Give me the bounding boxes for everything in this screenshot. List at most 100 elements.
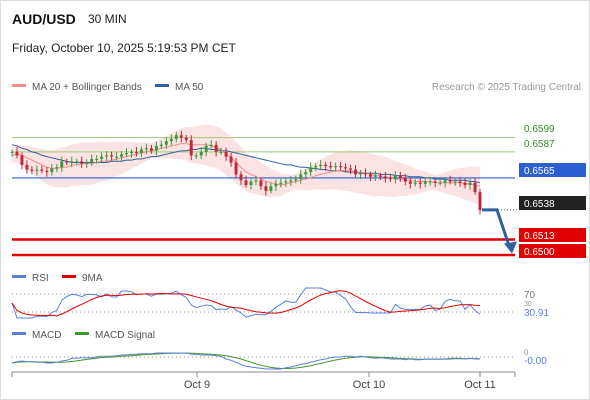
macd-signal-legend-label: MACD Signal <box>95 330 155 341</box>
candle-body <box>279 182 283 184</box>
candle-body <box>229 156 233 163</box>
ma50-line <box>11 144 481 184</box>
candle-body <box>304 172 308 175</box>
resistance-label-1: 0.6599 <box>524 124 555 135</box>
candle-body <box>219 151 223 153</box>
candle-body <box>418 182 422 184</box>
macd-zero-label: 0 <box>524 348 529 357</box>
bollinger-band-layer <box>12 124 480 206</box>
candle-body <box>269 186 273 191</box>
macd-signal-legend-swatch <box>75 332 89 335</box>
candle-body <box>174 135 178 139</box>
candle-body <box>443 180 447 183</box>
candle-body <box>20 155 24 165</box>
candle-body <box>10 151 14 153</box>
candles-layer <box>10 130 517 254</box>
candle-body <box>383 176 387 178</box>
bollinger-band-area <box>12 124 480 206</box>
candle-body <box>428 181 432 183</box>
candle-body <box>95 158 99 160</box>
candle-body <box>134 151 138 154</box>
candle-body <box>314 166 318 168</box>
rsi-value-label: 30.91 <box>524 308 549 319</box>
candle-body <box>120 154 124 157</box>
candle-body <box>319 164 323 167</box>
datetime-label: Friday, October 10, 2025 5:19:53 PM CET <box>12 41 237 55</box>
candle-body <box>125 153 128 155</box>
pivot-label-box <box>519 163 586 177</box>
candle-body <box>289 180 293 182</box>
candle-body <box>264 186 268 191</box>
symbol-title: AUD/USD <box>12 11 76 27</box>
candle-body <box>329 166 333 168</box>
candle-body <box>388 177 392 180</box>
candle-body <box>413 182 417 184</box>
candle-body <box>433 181 437 183</box>
x-tick-label-oct9: Oct 9 <box>184 379 210 391</box>
candle-body <box>368 174 372 177</box>
candle-body <box>473 182 477 193</box>
candle-body <box>259 180 263 187</box>
rsi-ma-legend-label: 9MA <box>82 273 103 284</box>
candle-body <box>463 182 467 186</box>
candle-body <box>194 155 198 157</box>
candle-body <box>15 151 19 156</box>
candle-body <box>75 161 79 163</box>
candle-body <box>344 167 348 169</box>
candle-body <box>239 174 243 181</box>
candle-body <box>294 179 298 181</box>
support-label-box-1 <box>519 228 586 242</box>
candle-body <box>309 167 313 172</box>
rsi-ma-legend-swatch <box>62 275 76 278</box>
candle-body <box>423 181 427 184</box>
candle-body <box>144 148 148 150</box>
candle-body <box>349 168 353 170</box>
x-tick-label-oct10: Oct 10 <box>353 379 385 391</box>
candle-body <box>398 175 402 178</box>
candle-body <box>100 156 104 159</box>
forecast-arrow-head <box>504 241 517 254</box>
candle-body <box>359 173 362 175</box>
macd-line <box>11 352 480 370</box>
candle-body <box>164 141 168 145</box>
candle-body <box>478 192 482 210</box>
candle-body <box>244 180 248 186</box>
candle-body <box>35 169 39 171</box>
candle-body <box>334 166 338 168</box>
bollinger-legend-swatch <box>12 84 26 87</box>
last-price-box <box>519 196 586 210</box>
candle-body <box>45 170 49 172</box>
candle-body <box>70 161 74 163</box>
rsi-legend-swatch <box>12 275 26 278</box>
candle-body <box>169 138 173 142</box>
candle-body <box>214 144 218 152</box>
candle-body <box>90 158 94 163</box>
resistance-label-2: 0.6587 <box>524 139 555 150</box>
candle-body <box>40 169 44 171</box>
candle-body <box>234 162 238 175</box>
candle-body <box>189 140 193 156</box>
macd-legend-swatch <box>12 332 26 335</box>
candle-body <box>364 173 367 175</box>
candle-body <box>65 161 69 163</box>
candle-body <box>204 145 208 152</box>
candle-body <box>453 181 457 183</box>
candle-body <box>199 151 203 156</box>
candle-body <box>284 181 288 183</box>
candle-body <box>339 166 343 168</box>
candle-body <box>324 164 328 167</box>
research-credit: Research © 2025 Trading Central <box>432 82 581 93</box>
x-tick-label-oct11: Oct 11 <box>464 379 496 391</box>
candle-body <box>154 145 158 151</box>
last-price-label: 0.6538 <box>524 199 555 210</box>
candle-body <box>80 161 84 164</box>
forecast-arrow <box>482 208 511 247</box>
candle-body <box>378 175 382 177</box>
macd-legend-label: MACD <box>32 330 61 341</box>
candle-body <box>209 144 213 146</box>
bollinger-legend-label: MA 20 + Bollinger Bands <box>32 82 142 93</box>
rsi-layer <box>11 287 481 319</box>
candle-body <box>448 180 452 182</box>
